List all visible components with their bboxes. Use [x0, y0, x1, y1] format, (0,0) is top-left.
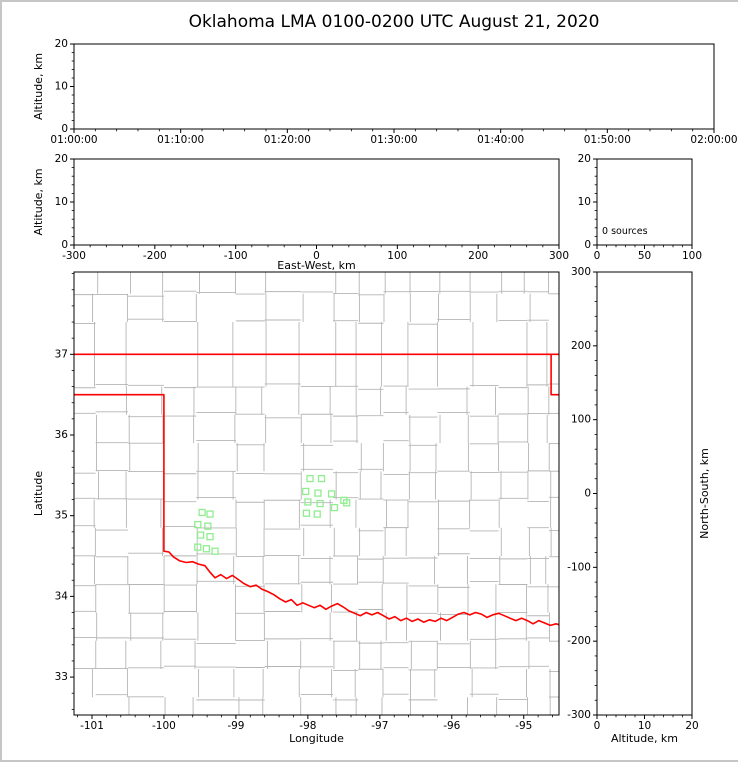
tick-label: -100 [152, 720, 176, 732]
tick-label: -99 [227, 720, 244, 732]
lma-station-marker [314, 489, 322, 497]
panel-time_height: 01:00:00 01:10:00 01:20:00 01:30:00 01:40:00… [32, 38, 738, 146]
lma-station-marker [317, 474, 326, 483]
tick-label: 20 [55, 153, 68, 165]
x-axis-label: Longitude [289, 732, 344, 745]
lma-station-marker [204, 522, 212, 530]
figure-title: Oklahoma LMA 0100-0200 UTC August 21, 20… [188, 12, 600, 32]
tick-label: 01:10:00 [157, 134, 204, 146]
tick-label: 20 [55, 38, 68, 50]
tick-label: 100 [682, 250, 702, 262]
tick-label: 02:00:00 [690, 134, 737, 146]
tick-label: 0 [61, 239, 68, 251]
tick-label: -95 [515, 720, 532, 732]
tick-label: 200 [571, 340, 591, 352]
tick-label: -200 [143, 250, 167, 262]
state-border-line [74, 393, 559, 627]
axes-frame [596, 271, 693, 716]
tick-label: 34 [55, 590, 69, 602]
lma-station-marker [194, 520, 202, 529]
tick-label: -96 [443, 720, 460, 732]
y-axis-label: Altitude, km [32, 53, 45, 120]
lma-station-marker [302, 509, 311, 517]
tick-label: -300 [567, 709, 591, 721]
axes-frame [73, 271, 560, 716]
tick-label: -200 [567, 635, 591, 647]
tick-label: 10 [578, 196, 591, 208]
panel-ew_height: -300 -200 -100 0 100 200 300 0 10 20 East-West, km… [32, 153, 569, 272]
tick-label: 100 [571, 414, 591, 426]
tick-label: 10 [55, 81, 68, 93]
x-axis-label: East-West, km [277, 259, 355, 272]
sources-count-annotation: 0 sources [602, 226, 648, 237]
lma-station-marker [343, 499, 351, 507]
tick-label: 0 [594, 250, 601, 262]
panel-plan_view: -101 -100 -99 -98 -97 -96 -95 33 34 35 36 37 Longitu… [32, 271, 560, 745]
lma-station-marker [202, 545, 211, 553]
lma-station-marker [304, 498, 312, 506]
tick-label: -100 [567, 561, 591, 573]
tick-label: 35 [55, 510, 68, 522]
tick-label: 01:20:00 [264, 134, 311, 146]
tick-label: 33 [55, 671, 68, 683]
tick-label: -101 [80, 720, 104, 732]
tick-label: 10 [55, 196, 68, 208]
tick-label: 36 [55, 429, 69, 441]
tick-label: 01:00:00 [50, 134, 97, 146]
lma-station-marker [198, 508, 206, 517]
map-layers [74, 272, 559, 715]
tick-label: 20 [578, 153, 591, 165]
lma-station-marker [330, 503, 339, 512]
axes-frame [73, 158, 560, 246]
tick-label: -97 [371, 720, 388, 732]
axes-frame [73, 43, 715, 130]
tick-label: 01:30:00 [370, 134, 417, 146]
lma-station-marker [302, 487, 310, 496]
tick-label: 20 [685, 720, 698, 732]
tick-label: 0 [594, 720, 601, 732]
lma-station-marker [327, 490, 336, 498]
tick-label: 0 [584, 239, 591, 251]
tick-label: 100 [387, 250, 407, 262]
tick-label: 300 [571, 266, 591, 278]
y-axis-label: Latitude [32, 471, 45, 517]
lma-station-marker [211, 547, 219, 555]
lma-station-marker [316, 499, 324, 508]
tick-label: 10 [638, 720, 651, 732]
tick-label: 300 [549, 250, 569, 262]
panel-alt_histogram: 0 50 100 0 10 20 0 sources [578, 153, 702, 262]
lma-station-marker [194, 543, 202, 551]
tick-label: -100 [224, 250, 248, 262]
y-axis-right-label: North-South, km [698, 448, 711, 539]
tick-label: 01:40:00 [477, 134, 524, 146]
lma-station-marker [306, 474, 314, 483]
tick-label: 01:50:00 [584, 134, 631, 146]
lma-station-marker [206, 510, 214, 518]
state-border-line [550, 354, 559, 396]
tick-label: 50 [638, 250, 651, 262]
tick-label: 37 [55, 348, 68, 360]
tick-label: 0 [313, 250, 320, 262]
lma-station-marker [313, 510, 321, 518]
tick-label: -300 [62, 250, 86, 262]
tick-label: 0 [584, 488, 591, 500]
tick-label: -98 [299, 720, 316, 732]
x-axis-label: Altitude, km [611, 732, 678, 745]
y-axis-label: Altitude, km [32, 168, 45, 235]
lma-station-marker [206, 533, 214, 541]
lma-station-marker [196, 531, 205, 539]
panel-ns_height: 0 10 20 -300 -200 -100 0 100 200 300 Altitude, km N… [567, 266, 711, 745]
tick-label: 0 [61, 123, 68, 135]
tick-label: 200 [468, 250, 488, 262]
